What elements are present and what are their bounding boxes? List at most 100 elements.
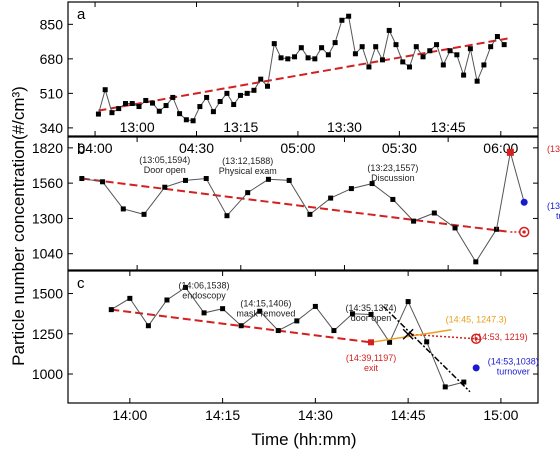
data-point bbox=[265, 176, 271, 182]
annotation-line: turnover bbox=[556, 211, 560, 221]
x-tick-label: 04:00 bbox=[78, 140, 113, 156]
data-point bbox=[183, 284, 188, 290]
y-tick-label: 1300 bbox=[32, 210, 63, 226]
data-point bbox=[100, 179, 106, 185]
x-axis-title: Time (hh:mm) bbox=[251, 430, 356, 449]
data-point bbox=[141, 211, 147, 217]
x-tick-label: 14:45 bbox=[391, 407, 426, 423]
data-point bbox=[224, 213, 230, 219]
cross-marker bbox=[402, 328, 414, 340]
data-point bbox=[120, 206, 126, 212]
data-point bbox=[145, 323, 151, 329]
data-point bbox=[386, 27, 392, 33]
annotation: (13:12,1588) Physical exam bbox=[219, 156, 277, 176]
data-point bbox=[170, 94, 176, 100]
data-point bbox=[102, 87, 108, 93]
y-tick-label: 1820 bbox=[32, 140, 63, 156]
x-tick-label: 13:45 bbox=[431, 119, 466, 135]
data-point bbox=[461, 72, 467, 78]
y-tick-label: 1040 bbox=[32, 246, 63, 262]
data-point bbox=[348, 186, 354, 192]
x-tick-label: 14:30 bbox=[298, 407, 333, 423]
y-tick-label: 1000 bbox=[32, 366, 63, 382]
annotation: (13:45,1419)turnover bbox=[547, 201, 560, 221]
data-point bbox=[407, 64, 413, 70]
trend-line bbox=[98, 37, 508, 112]
data-point bbox=[183, 117, 189, 123]
data-point bbox=[136, 104, 142, 110]
x-tick-label: 14:00 bbox=[112, 407, 147, 423]
annotation: (14:06,1538) endoscopy bbox=[179, 281, 230, 301]
data-point bbox=[359, 44, 365, 50]
trend-extension bbox=[408, 333, 477, 340]
panel-frame bbox=[67, 136, 539, 271]
data-point bbox=[143, 97, 149, 103]
annotation-line: exit bbox=[364, 363, 379, 373]
series-line bbox=[97, 15, 505, 122]
data-point bbox=[312, 303, 318, 309]
y-tick-label: 510 bbox=[40, 85, 64, 101]
data-point bbox=[332, 40, 338, 46]
data-point bbox=[278, 55, 284, 61]
y-tick-label: 1560 bbox=[32, 175, 63, 191]
data-point bbox=[217, 98, 223, 104]
data-point bbox=[109, 110, 115, 116]
series-line bbox=[111, 286, 464, 388]
annotation-line: (13:12,1588) bbox=[222, 156, 273, 166]
y-tick-label: 1500 bbox=[32, 286, 63, 302]
annotation: (13:23,1557) Discussion bbox=[367, 163, 418, 183]
data-point bbox=[164, 297, 170, 303]
x-tick-label: 14:15 bbox=[205, 407, 240, 423]
data-point bbox=[488, 44, 494, 50]
data-point bbox=[346, 13, 352, 19]
event-marker bbox=[520, 198, 528, 206]
data-point bbox=[393, 42, 399, 48]
panel-b: b 1040 1300 1560 1820 13:00 13:15 13:30 13:45 (13… bbox=[32, 119, 560, 271]
data-point bbox=[331, 328, 337, 334]
data-point bbox=[501, 42, 507, 48]
annotation-line: (13:23,1557) bbox=[367, 163, 418, 173]
data-point bbox=[108, 307, 114, 313]
data-point bbox=[494, 34, 500, 40]
annotation: (14:15,1406) mask removed bbox=[236, 298, 295, 318]
annotation-line: (14:35,1374) bbox=[346, 303, 397, 313]
data-point bbox=[285, 56, 291, 62]
data-point bbox=[440, 62, 446, 68]
data-point bbox=[467, 46, 473, 52]
annotation-line: (14:39,1197) bbox=[346, 353, 396, 363]
annotation-line: (13:45,1419) bbox=[547, 201, 560, 211]
orange-line bbox=[370, 329, 452, 344]
data-point bbox=[294, 318, 300, 324]
annotation-line: (14:06,1538) bbox=[179, 281, 230, 291]
y-tick-label: 850 bbox=[40, 16, 64, 32]
series-line bbox=[81, 177, 497, 263]
y-tick-label: 1250 bbox=[32, 326, 63, 342]
data-point bbox=[271, 41, 277, 47]
data-point bbox=[424, 339, 430, 345]
series-line bbox=[496, 152, 525, 230]
data-point bbox=[373, 44, 379, 50]
annotation-line: door open bbox=[351, 313, 392, 323]
annotation-line: (14:45, 1247.3) bbox=[446, 315, 507, 325]
trend-line bbox=[111, 308, 372, 344]
data-point bbox=[275, 328, 281, 334]
data-point bbox=[349, 311, 355, 317]
annotation-line: (14:53, 1219) bbox=[474, 332, 528, 342]
data-point bbox=[325, 52, 331, 58]
annotation-line: (13:05,1594) bbox=[139, 155, 190, 165]
data-point bbox=[79, 176, 85, 182]
data-point bbox=[292, 54, 298, 60]
data-point bbox=[150, 100, 156, 106]
annotation: (13:43,1787)exit bbox=[547, 144, 560, 164]
x-tick-label: 04:30 bbox=[179, 140, 214, 156]
annotation-line: endoscopy bbox=[182, 291, 226, 301]
annotation-line: Door open bbox=[144, 165, 186, 175]
annotation: (14:39,1197) exit bbox=[346, 353, 396, 373]
annotation-line: (14:53,1038) bbox=[488, 356, 539, 366]
data-point bbox=[474, 78, 480, 84]
data-point bbox=[204, 94, 210, 100]
data-point bbox=[183, 177, 188, 183]
annotation: (13:05,1594) Door open bbox=[139, 155, 190, 175]
data-point bbox=[454, 52, 460, 58]
